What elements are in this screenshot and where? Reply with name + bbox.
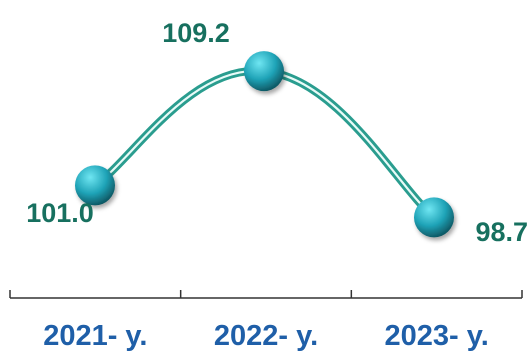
data-point-marker xyxy=(414,197,454,238)
x-tick-label: 2022- y. xyxy=(214,320,318,352)
series-line-highlight xyxy=(93,69,436,219)
x-axis: 2021- y. 2022- y. 2023- y. xyxy=(9,290,523,352)
data-point-marker xyxy=(244,51,284,92)
marker-layer xyxy=(75,51,454,238)
data-label-layer: 101.0 109.2 98.7 xyxy=(26,18,528,247)
series-layer xyxy=(91,66,438,222)
data-point-marker xyxy=(75,165,115,206)
data-label: 98.7 xyxy=(475,217,528,247)
x-tick-label: 2021- y. xyxy=(43,320,147,352)
x-tick-label: 2023- y. xyxy=(385,320,489,352)
data-label: 109.2 xyxy=(162,18,230,48)
data-label: 101.0 xyxy=(26,198,94,228)
series-line xyxy=(91,66,438,222)
